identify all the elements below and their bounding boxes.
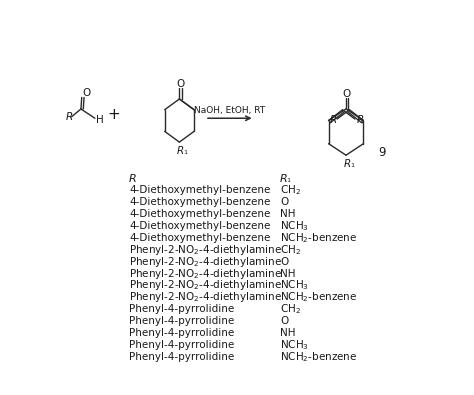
Text: $_1$: $_1$: [350, 162, 356, 171]
Text: 4-Diethoxymethyl-benzene: 4-Diethoxymethyl-benzene: [129, 209, 270, 219]
Text: Phenyl-4-pyrrolidine: Phenyl-4-pyrrolidine: [129, 340, 234, 350]
Text: R: R: [280, 175, 288, 184]
Text: Phenyl-2-NO$_2$-4-diethylamine: Phenyl-2-NO$_2$-4-diethylamine: [129, 290, 282, 305]
Text: 4-Diethoxymethyl-benzene: 4-Diethoxymethyl-benzene: [129, 185, 270, 195]
Text: H: H: [96, 115, 104, 125]
Text: NaOH, EtOH, RT: NaOH, EtOH, RT: [194, 106, 265, 115]
Text: 4-Diethoxymethyl-benzene: 4-Diethoxymethyl-benzene: [129, 221, 270, 231]
Text: CH$_2$: CH$_2$: [280, 303, 301, 316]
Text: Phenyl-4-pyrrolidine: Phenyl-4-pyrrolidine: [129, 304, 234, 314]
Text: Phenyl-2-NO$_2$-4-diethylamine: Phenyl-2-NO$_2$-4-diethylamine: [129, 267, 282, 280]
Text: NH: NH: [280, 209, 296, 219]
Text: Phenyl-4-pyrrolidine: Phenyl-4-pyrrolidine: [129, 352, 234, 362]
Text: O: O: [280, 316, 288, 326]
Text: O: O: [280, 257, 288, 267]
Text: CH$_2$: CH$_2$: [280, 183, 301, 197]
Text: O: O: [280, 197, 288, 207]
Text: O: O: [82, 88, 91, 98]
Text: NCH$_3$: NCH$_3$: [280, 338, 309, 352]
Text: NH: NH: [280, 328, 296, 338]
Text: Phenyl-4-pyrrolidine: Phenyl-4-pyrrolidine: [129, 328, 234, 338]
Text: NCH$_3$: NCH$_3$: [280, 278, 309, 292]
Text: R: R: [177, 146, 184, 156]
Text: NH: NH: [280, 269, 296, 278]
Text: NCH$_2$-benzene: NCH$_2$-benzene: [280, 290, 357, 304]
Text: O: O: [176, 79, 184, 88]
Text: R: R: [65, 112, 73, 122]
Text: CH$_2$: CH$_2$: [280, 243, 301, 256]
Text: R: R: [129, 175, 137, 184]
Text: NCH$_2$-benzene: NCH$_2$-benzene: [280, 350, 357, 364]
Text: $_1$: $_1$: [183, 148, 189, 157]
Text: Phenyl-2-NO$_2$-4-diethylamine: Phenyl-2-NO$_2$-4-diethylamine: [129, 243, 282, 257]
Text: Phenyl-2-NO$_2$-4-diethylamine: Phenyl-2-NO$_2$-4-diethylamine: [129, 254, 282, 269]
Text: O: O: [343, 88, 351, 99]
Text: 4-Diethoxymethyl-benzene: 4-Diethoxymethyl-benzene: [129, 197, 270, 207]
Text: R: R: [356, 115, 364, 125]
Text: Phenyl-4-pyrrolidine: Phenyl-4-pyrrolidine: [129, 316, 234, 326]
Text: R: R: [329, 115, 337, 125]
Text: 9: 9: [379, 146, 386, 159]
Text: Phenyl-2-NO$_2$-4-diethylamine: Phenyl-2-NO$_2$-4-diethylamine: [129, 278, 282, 292]
Text: 4-Diethoxymethyl-benzene: 4-Diethoxymethyl-benzene: [129, 233, 270, 243]
Text: NCH$_2$-benzene: NCH$_2$-benzene: [280, 231, 357, 245]
Text: NCH$_3$: NCH$_3$: [280, 219, 309, 233]
Text: +: +: [107, 107, 120, 122]
Text: R: R: [344, 160, 351, 169]
Text: $_1$: $_1$: [286, 176, 292, 185]
